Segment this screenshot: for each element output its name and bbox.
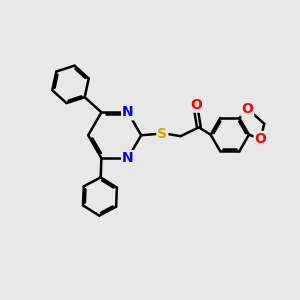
Text: N: N (122, 151, 134, 165)
Text: O: O (242, 102, 253, 116)
Text: N: N (122, 105, 134, 119)
Text: O: O (190, 98, 202, 112)
Text: O: O (255, 132, 266, 146)
Text: S: S (158, 127, 167, 141)
